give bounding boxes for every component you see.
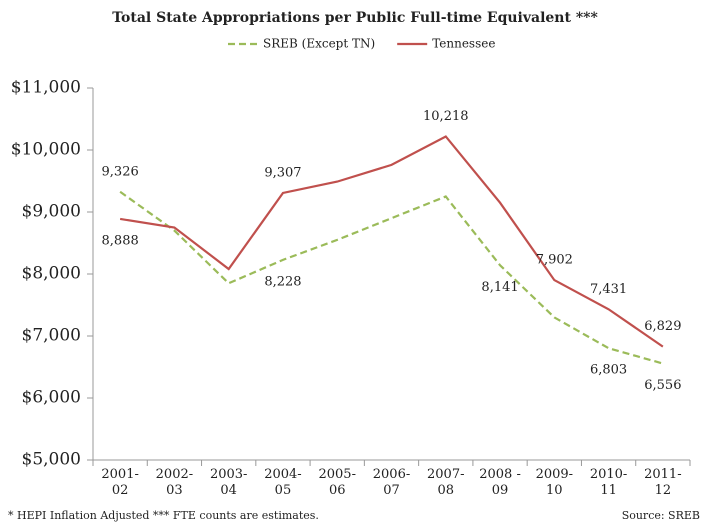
x-tick-label: 2005-06 bbox=[318, 467, 355, 498]
data-label: 6,803 bbox=[590, 363, 627, 378]
y-tick-label: $10,000 bbox=[11, 140, 81, 160]
series-line bbox=[119, 190, 664, 365]
data-label: 9,326 bbox=[102, 164, 139, 179]
x-tick-label: 2011-12 bbox=[644, 467, 681, 498]
data-label: 6,556 bbox=[644, 378, 681, 393]
x-tick-label: 2002-03 bbox=[156, 467, 193, 498]
y-tick-label: $5,000 bbox=[22, 450, 81, 470]
y-tick-label: $7,000 bbox=[22, 326, 81, 346]
y-tick-label: $8,000 bbox=[22, 264, 81, 284]
legend-label: Tennessee bbox=[432, 37, 495, 51]
x-tick-label: 2006-07 bbox=[373, 467, 410, 498]
x-tick-label: 2001-02 bbox=[101, 467, 138, 498]
data-label: 6,829 bbox=[644, 319, 681, 334]
x-tick-label: 2008 -09 bbox=[479, 467, 521, 498]
data-label: 8,141 bbox=[481, 280, 518, 295]
data-label: 7,902 bbox=[536, 253, 573, 268]
footnote: * HEPI Inflation Adjusted *** FTE counts… bbox=[8, 509, 319, 522]
data-label: 7,431 bbox=[590, 282, 627, 297]
x-tick-label: 2003-04 bbox=[210, 467, 247, 498]
x-tick-label: 2009-10 bbox=[536, 467, 573, 498]
x-tick-label: 2004-05 bbox=[264, 467, 301, 498]
data-label: 8,888 bbox=[102, 233, 139, 248]
data-label: 10,218 bbox=[423, 109, 469, 124]
x-tick-label: 2010-11 bbox=[590, 467, 627, 498]
x-tick-label: 2007-08 bbox=[427, 467, 464, 498]
data-label: 9,307 bbox=[264, 165, 301, 180]
source: Source: SREB bbox=[622, 509, 700, 522]
chart-title: Total State Appropriations per Public Fu… bbox=[112, 10, 598, 26]
legend-label: SREB (Except TN) bbox=[263, 37, 375, 51]
y-tick-label: $9,000 bbox=[22, 202, 81, 222]
y-tick-label: $6,000 bbox=[22, 388, 81, 408]
y-tick-label: $11,000 bbox=[11, 78, 81, 98]
series-line bbox=[119, 135, 664, 348]
data-label: 8,228 bbox=[264, 274, 301, 289]
